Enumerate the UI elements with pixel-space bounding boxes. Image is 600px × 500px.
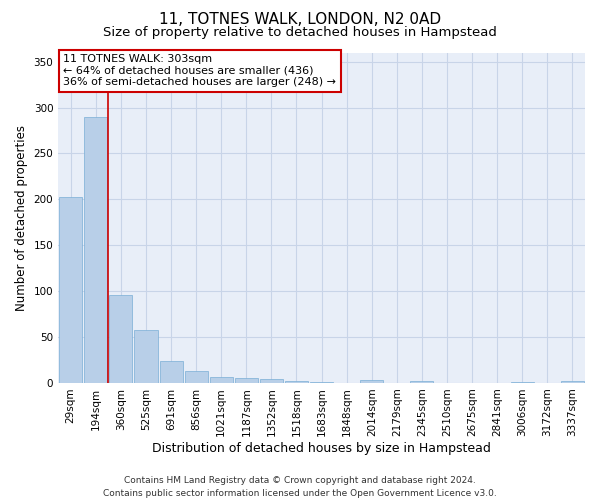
Bar <box>260 379 283 383</box>
Bar <box>561 381 584 383</box>
Bar <box>360 380 383 383</box>
Text: 11 TOTNES WALK: 303sqm
← 64% of detached houses are smaller (436)
36% of semi-de: 11 TOTNES WALK: 303sqm ← 64% of detached… <box>64 54 337 88</box>
Text: Contains HM Land Registry data © Crown copyright and database right 2024.
Contai: Contains HM Land Registry data © Crown c… <box>103 476 497 498</box>
Bar <box>160 361 182 383</box>
Bar <box>410 381 433 383</box>
Y-axis label: Number of detached properties: Number of detached properties <box>15 124 28 310</box>
Bar <box>84 116 107 383</box>
Bar <box>59 196 82 383</box>
Bar <box>209 378 233 383</box>
Bar <box>134 330 158 383</box>
X-axis label: Distribution of detached houses by size in Hampstead: Distribution of detached houses by size … <box>152 442 491 455</box>
Bar <box>310 382 333 383</box>
Bar <box>185 371 208 383</box>
Bar <box>109 294 133 383</box>
Text: Size of property relative to detached houses in Hampstead: Size of property relative to detached ho… <box>103 26 497 39</box>
Bar <box>511 382 534 383</box>
Bar <box>285 381 308 383</box>
Bar <box>235 378 258 383</box>
Text: 11, TOTNES WALK, LONDON, N2 0AD: 11, TOTNES WALK, LONDON, N2 0AD <box>159 12 441 28</box>
